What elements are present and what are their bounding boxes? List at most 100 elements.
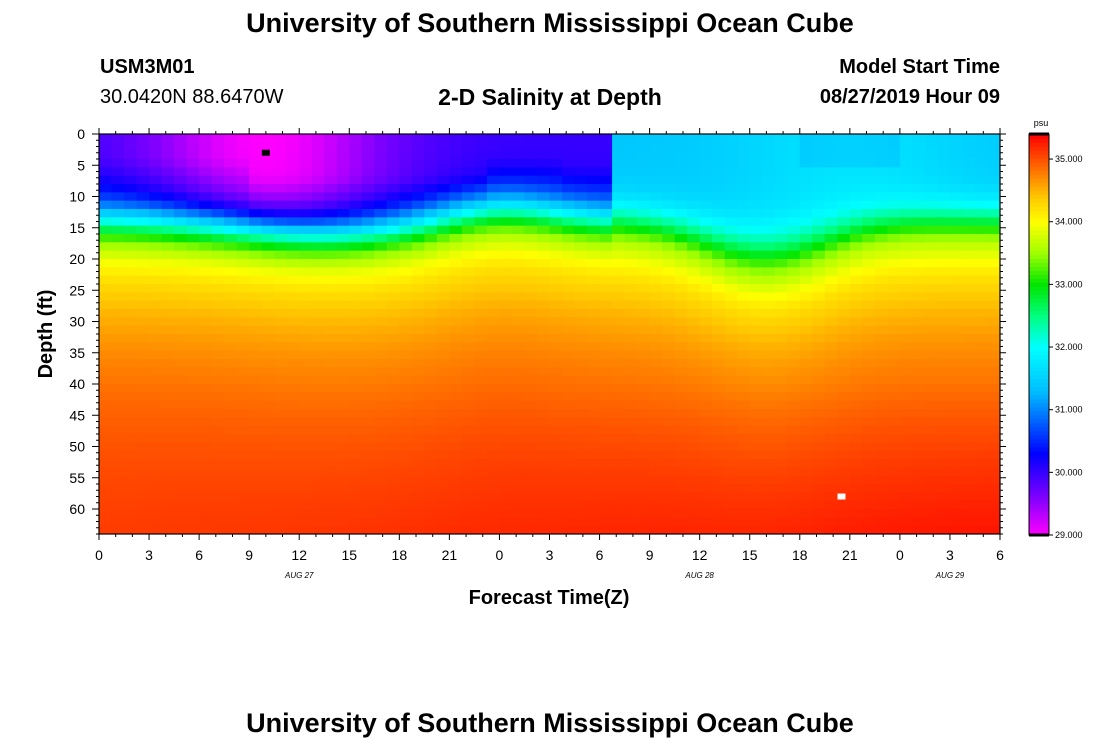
heatmap-cell bbox=[924, 292, 939, 302]
heatmap-cell bbox=[299, 325, 313, 335]
heatmap-cell bbox=[687, 200, 701, 210]
heatmap-cell bbox=[149, 342, 163, 352]
heatmap-cell bbox=[511, 150, 526, 160]
heatmap-cell bbox=[749, 492, 763, 502]
heatmap-cell bbox=[974, 284, 989, 293]
heatmap-cell bbox=[862, 192, 876, 202]
heatmap-cell bbox=[724, 350, 738, 360]
heatmap-cell bbox=[449, 459, 463, 468]
heatmap-cell bbox=[361, 500, 375, 510]
heatmap-cell bbox=[549, 159, 563, 168]
heatmap-cell bbox=[211, 275, 225, 285]
heatmap-cell bbox=[962, 142, 976, 152]
heatmap-cell bbox=[749, 259, 763, 268]
heatmap-cell bbox=[286, 225, 300, 235]
heatmap-cell bbox=[924, 450, 939, 460]
heatmap-cell bbox=[787, 517, 801, 527]
heatmap-cell bbox=[474, 167, 488, 177]
heatmap-cell bbox=[774, 342, 788, 352]
heatmap-cell bbox=[687, 392, 701, 402]
heatmap-cell bbox=[149, 259, 163, 268]
heatmap-cell bbox=[511, 384, 526, 393]
heatmap-cell bbox=[599, 367, 613, 377]
heatmap-cell bbox=[912, 392, 926, 402]
heatmap-cell bbox=[511, 375, 526, 385]
heatmap-cell bbox=[411, 234, 425, 243]
colorbar-segment bbox=[1029, 354, 1049, 360]
heatmap-cell bbox=[286, 500, 300, 510]
heatmap-cell bbox=[99, 475, 113, 485]
heatmap-cell bbox=[787, 309, 801, 318]
heatmap-cell bbox=[799, 234, 813, 243]
heatmap-cell bbox=[224, 234, 238, 243]
heatmap-cell bbox=[336, 500, 350, 510]
heatmap-cell bbox=[874, 200, 888, 210]
heatmap-cell bbox=[587, 467, 601, 477]
heatmap-cell bbox=[762, 509, 776, 518]
heatmap-cell bbox=[687, 184, 701, 193]
heatmap-cell bbox=[987, 134, 1000, 143]
heatmap-cell bbox=[624, 459, 638, 468]
heatmap-cell bbox=[124, 334, 138, 343]
heatmap-cell bbox=[261, 284, 275, 293]
heatmap-cell bbox=[799, 367, 813, 377]
heatmap-cell bbox=[812, 200, 826, 210]
heatmap-cell bbox=[549, 450, 563, 460]
heatmap-cell bbox=[874, 417, 888, 427]
heatmap-cell bbox=[712, 159, 726, 168]
heatmap-cell bbox=[574, 200, 588, 210]
heatmap-cell bbox=[386, 150, 400, 160]
heatmap-cell bbox=[824, 209, 838, 218]
heatmap-cell bbox=[411, 442, 425, 452]
heatmap-cell bbox=[949, 200, 964, 210]
heatmap-cell bbox=[199, 150, 213, 160]
colorbar-segment bbox=[1029, 438, 1049, 444]
heatmap-cell bbox=[862, 284, 876, 293]
heatmap-cell bbox=[787, 417, 801, 427]
heatmap-cell bbox=[912, 484, 926, 493]
heatmap-cell bbox=[774, 300, 788, 310]
heatmap-cell bbox=[111, 142, 125, 152]
heatmap-cell bbox=[111, 375, 125, 385]
heatmap-cell bbox=[774, 292, 788, 302]
heatmap-cell bbox=[587, 400, 601, 410]
heatmap-cell bbox=[111, 525, 125, 534]
heatmap-cell bbox=[486, 384, 501, 393]
heatmap-cell bbox=[649, 250, 663, 260]
heatmap-cell bbox=[849, 359, 863, 368]
heatmap-cell bbox=[111, 200, 125, 210]
heatmap-cell bbox=[211, 367, 225, 377]
heatmap-cell bbox=[249, 375, 263, 385]
heatmap-cell bbox=[837, 517, 851, 527]
heatmap-cell bbox=[249, 300, 263, 310]
heatmap-cell bbox=[374, 317, 388, 327]
heatmap-cell bbox=[662, 425, 676, 435]
heatmap-cell bbox=[662, 517, 676, 527]
heatmap-cell bbox=[962, 492, 976, 502]
heatmap-cell bbox=[874, 284, 888, 293]
heatmap-cell bbox=[774, 417, 788, 427]
heatmap-cell bbox=[186, 492, 200, 502]
heatmap-cell bbox=[699, 409, 713, 418]
colorbar-segment bbox=[1029, 190, 1049, 195]
heatmap-cell bbox=[161, 150, 175, 160]
model-start-label: Model Start Time bbox=[839, 56, 1000, 78]
heatmap-cell bbox=[486, 184, 501, 193]
heatmap-cell bbox=[824, 309, 838, 318]
colorbar-segment bbox=[1029, 298, 1049, 304]
heatmap-cell bbox=[524, 334, 538, 343]
heatmap-cell bbox=[674, 459, 688, 468]
heatmap-cell bbox=[299, 242, 313, 252]
heatmap-cell bbox=[186, 167, 200, 177]
heatmap-cell bbox=[236, 134, 250, 143]
heatmap-cell bbox=[974, 525, 989, 534]
heatmap-cell bbox=[461, 375, 476, 385]
heatmap-cell bbox=[436, 342, 450, 352]
heatmap-cell bbox=[562, 150, 576, 160]
heatmap-cell bbox=[812, 184, 826, 193]
heatmap-cell bbox=[712, 350, 726, 360]
heatmap-cell bbox=[424, 384, 438, 393]
heatmap-cell bbox=[511, 250, 526, 260]
heatmap-cell bbox=[274, 434, 288, 443]
heatmap-cell bbox=[324, 409, 338, 418]
